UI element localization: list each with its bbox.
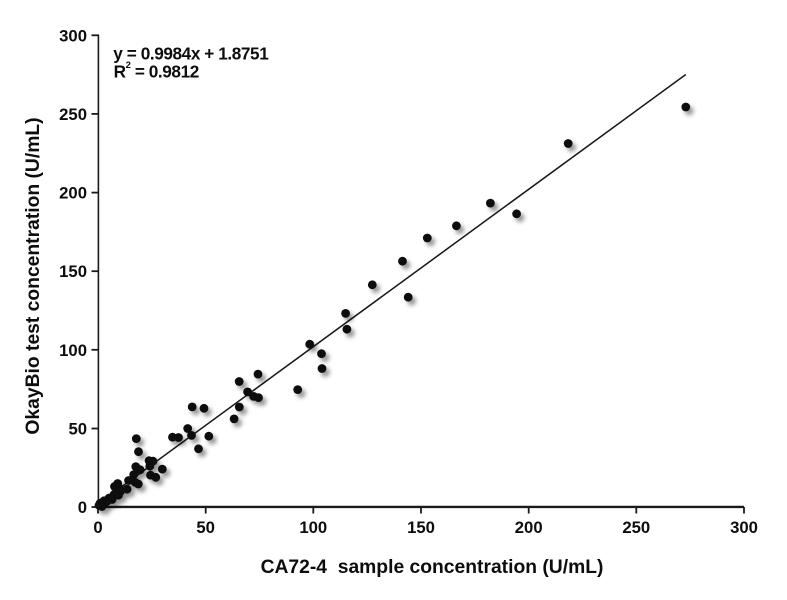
svg-text:100: 100 <box>59 341 87 360</box>
svg-text:R2 = 0.9812: R2 = 0.9812 <box>114 60 199 82</box>
svg-text:200: 200 <box>515 518 543 537</box>
svg-text:y = 0.9984x + 1.8751: y = 0.9984x + 1.8751 <box>113 44 269 64</box>
svg-text:150: 150 <box>407 518 435 537</box>
svg-text:50: 50 <box>68 420 87 439</box>
svg-text:200: 200 <box>59 184 87 203</box>
svg-text:0: 0 <box>93 518 102 537</box>
svg-text:300: 300 <box>730 518 758 537</box>
svg-text:250: 250 <box>59 105 87 124</box>
svg-text:250: 250 <box>622 518 650 537</box>
svg-text:300: 300 <box>59 26 87 45</box>
svg-text:0: 0 <box>78 498 87 517</box>
svg-text:OkayBio test concentration (U/: OkayBio test concentration (U/mL) <box>23 117 44 434</box>
svg-text:100: 100 <box>299 518 327 537</box>
svg-text:50: 50 <box>196 518 215 537</box>
svg-text:150: 150 <box>59 262 87 281</box>
svg-text:CA72-4 sample concentration (: CA72-4 sample concentration (U/mL) <box>261 557 604 578</box>
